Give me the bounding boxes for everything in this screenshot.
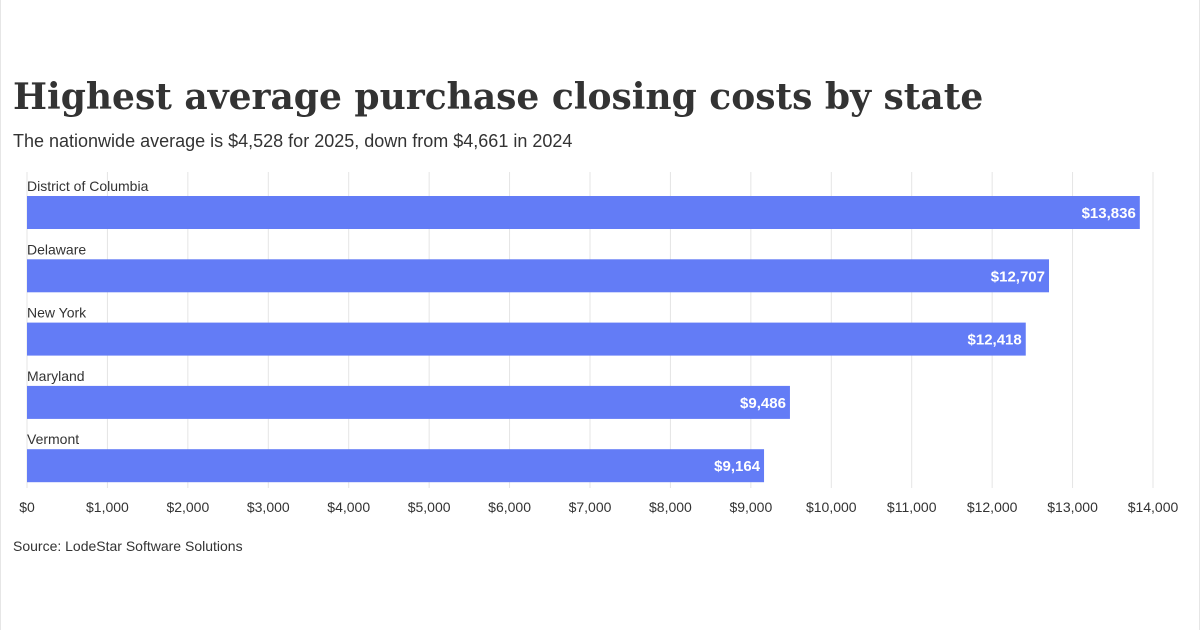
x-tick-label: $3,000	[247, 499, 290, 515]
x-tick-label: $5,000	[408, 499, 451, 515]
x-tick-label: $1,000	[86, 499, 129, 515]
category-label: Maryland	[27, 368, 85, 384]
x-tick-label: $9,000	[729, 499, 772, 515]
x-tick-label: $14,000	[1128, 499, 1179, 515]
chart-subtitle: The nationwide average is $4,528 for 202…	[13, 131, 573, 151]
x-tick-label: $0	[19, 499, 35, 515]
x-axis: $0 $1,000 $2,000 $3,000 $4,000 $5,000 $6,000 $7…	[19, 499, 1178, 515]
page-border-left	[0, 0, 1, 630]
bar-value-label: $9,164	[714, 458, 761, 475]
bar	[27, 322, 1026, 356]
bar-value-label: $12,418	[968, 332, 1022, 349]
bar-value-label: $9,486	[740, 395, 786, 412]
bar	[27, 196, 1140, 229]
source-note: Source: LodeStar Software Solutions	[13, 538, 243, 554]
bar-value-label: $13,836	[1082, 205, 1136, 222]
x-tick-label: $2,000	[166, 499, 209, 515]
bar	[27, 449, 765, 483]
bar	[27, 259, 1050, 293]
category-label: New York	[27, 305, 87, 321]
category-label: District of Columbia	[27, 178, 149, 194]
x-tick-label: $6,000	[488, 499, 531, 515]
x-tick-label: $7,000	[569, 499, 612, 515]
x-tick-label: $10,000	[806, 499, 857, 515]
x-tick-label: $4,000	[327, 499, 370, 515]
bar-value-label: $12,707	[991, 268, 1045, 285]
x-tick-label: $13,000	[1047, 499, 1098, 515]
bar	[27, 385, 790, 419]
chart-title: Highest average purchase closing costs b…	[13, 76, 984, 118]
category-label: Vermont	[27, 431, 79, 447]
x-tick-label: $12,000	[967, 499, 1018, 515]
x-tick-label: $8,000	[649, 499, 692, 515]
category-label: Delaware	[27, 241, 86, 257]
x-tick-label: $11,000	[887, 499, 937, 515]
bars: District of Columbia $13,836 Delaware $12,7…	[27, 178, 1140, 483]
